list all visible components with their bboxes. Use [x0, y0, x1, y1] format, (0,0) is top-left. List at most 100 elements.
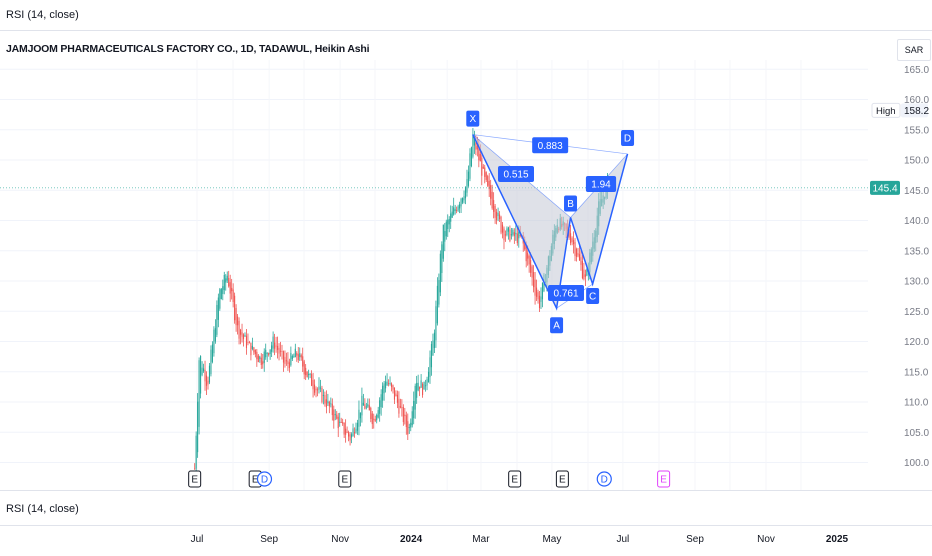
top-indicator-pane[interactable]: RSI (14, close): [0, 0, 932, 31]
currency-button[interactable]: SAR: [897, 39, 931, 61]
candle-body: [253, 347, 255, 353]
candle-body: [410, 422, 412, 428]
ratio-label: 0.515: [503, 170, 528, 181]
candle-body: [300, 355, 302, 358]
candle-body: [274, 342, 276, 349]
candle-body: [340, 422, 342, 424]
time-axis-label: 2025: [826, 534, 849, 545]
candle-body: [407, 421, 409, 435]
candle-body: [284, 356, 286, 364]
candle-body: [393, 387, 396, 400]
time-axis[interactable]: Jul Sep Nov 2024 Mar May Jul Sep Nov 2025: [0, 525, 932, 551]
candle-body: [432, 340, 434, 356]
candle-body: [306, 371, 308, 378]
candle-body: [355, 428, 357, 433]
bottom-indicator-pane[interactable]: RSI (14, close): [0, 490, 932, 526]
time-axis-label: May: [542, 534, 561, 545]
candle-body: [228, 278, 230, 287]
candle-body: [439, 253, 441, 293]
candle-body: [524, 239, 526, 250]
candle-body: [213, 329, 215, 354]
candle-body: [538, 295, 541, 308]
candle-body: [225, 278, 227, 283]
candle-body: [308, 374, 310, 376]
candle-body: [503, 228, 505, 241]
candle-body: [235, 307, 237, 326]
earnings-marker: [188, 470, 202, 488]
candle-body: [358, 409, 360, 427]
candle-body: [325, 399, 327, 408]
price-axis-label: 100.0: [904, 458, 929, 469]
pattern-triangle-xab: [472, 134, 571, 309]
top-indicator-label[interactable]: RSI (14, close): [6, 9, 79, 21]
candle-body: [430, 344, 433, 368]
candle-body: [398, 398, 400, 414]
candle-body: [515, 232, 517, 235]
pattern-point-label: X: [469, 114, 476, 125]
candle-body: [314, 384, 316, 393]
candle-body: [316, 389, 319, 391]
high-label-text: High: [876, 106, 896, 117]
candle-body: [285, 360, 287, 362]
candle-body: [470, 147, 472, 167]
candle-body: [401, 406, 403, 408]
candle-body: [207, 380, 209, 385]
candle-body: [512, 229, 514, 235]
candle-body: [444, 231, 446, 242]
candle-body: [231, 287, 233, 292]
candle-body: [305, 367, 307, 376]
price-axis-label: 130.0: [904, 277, 929, 288]
candle-body: [263, 351, 265, 363]
candle-body: [268, 353, 270, 355]
time-axis-label: Jul: [616, 534, 629, 545]
price-axis-label: 135.0: [904, 246, 929, 257]
candle-body: [364, 404, 366, 409]
price-chart-area[interactable]: 165.0 160.0 155.0 150.0 145.0 140.0 135.0 130.0…: [0, 38, 932, 490]
pattern-point-badge: [466, 110, 480, 127]
candle-body: [516, 233, 518, 244]
candle-body: [194, 468, 196, 470]
candle-body: [379, 400, 381, 414]
candle-body: [481, 157, 483, 176]
candle-body: [568, 228, 570, 238]
candle-body: [226, 275, 228, 281]
candle-body: [463, 196, 465, 201]
candle-body: [254, 349, 256, 354]
time-axis-label: Jul: [191, 534, 204, 545]
candle-body: [248, 342, 250, 344]
candle-body: [197, 401, 199, 453]
candle-body: [299, 353, 301, 358]
ratio-label: 0.761: [553, 289, 578, 300]
candle-body: [525, 244, 527, 262]
candle-body: [311, 374, 313, 386]
candle-body: [265, 349, 267, 358]
earnings-marker-label: E: [660, 475, 667, 486]
candle-body: [294, 348, 296, 358]
candle-body: [205, 375, 208, 386]
symbol-title: JAMJOOM PHARMACEUTICALS FACTORY CO., 1D,…: [6, 43, 370, 55]
candle-body: [413, 401, 415, 419]
candle-body: [345, 428, 347, 435]
candle-body: [541, 282, 544, 300]
ratio-badge: [548, 285, 584, 301]
price-axis-label: 140.0: [904, 216, 929, 227]
price-axis-label: 125.0: [904, 307, 929, 318]
candle-body: [383, 383, 385, 394]
candle-body: [433, 332, 435, 349]
price-axis-label: 145.0: [904, 186, 929, 197]
earnings-marker: [555, 470, 569, 488]
candle-body: [571, 238, 573, 242]
candle-body: [241, 332, 243, 337]
candle-body: [422, 384, 424, 395]
candle-body: [377, 410, 379, 418]
candle-body: [342, 422, 344, 424]
candle-body: [321, 387, 323, 403]
candle-body: [330, 403, 332, 405]
price-axis-label: 120.0: [904, 337, 929, 348]
candle-body: [485, 172, 487, 180]
price-chart-svg[interactable]: 165.0 160.0 155.0 150.0 145.0 140.0 135.0 130.0…: [0, 38, 932, 490]
bottom-indicator-label[interactable]: RSI (14, close): [6, 503, 79, 515]
candle-body: [484, 167, 486, 177]
time-axis-svg: Jul Sep Nov 2024 Mar May Jul Sep Nov 2025: [191, 534, 849, 545]
ratio-label: 0.883: [538, 141, 563, 152]
